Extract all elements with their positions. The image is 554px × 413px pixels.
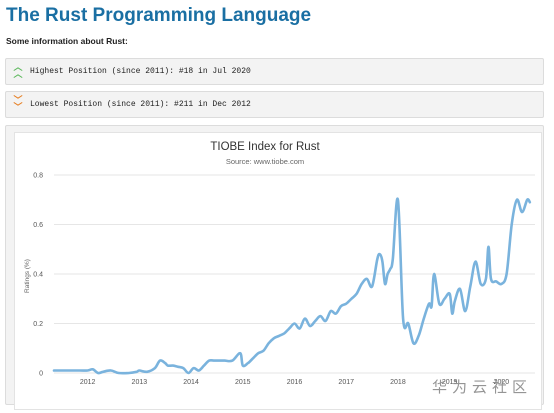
lowest-position-box: ﹀ ﹀ Lowest Position (since 2011): #211 in… xyxy=(5,91,544,118)
y-tick-label: 0.2 xyxy=(33,321,43,328)
chart-panel: 0 0.2 0.4 0.6 0.8 2012 2013 2014 2015 2016 2017 20… xyxy=(14,132,542,410)
grid-lines xyxy=(54,174,535,374)
series-line-rust xyxy=(52,197,532,375)
x-tick-label: 2014 xyxy=(183,379,199,386)
y-tick-label: 0.6 xyxy=(33,222,43,229)
y-tick-label: 0.8 xyxy=(33,173,43,180)
info-subtitle: Some information about Rust: xyxy=(6,36,128,46)
chart-subtitle: Source: www.tiobe.com xyxy=(226,157,304,166)
highest-position-box: ︿ ︿ Highest Position (since 2011): #18 in… xyxy=(5,58,544,85)
page-title: The Rust Programming Language xyxy=(6,5,312,26)
y-tick-label: 0.4 xyxy=(33,272,43,279)
y-tick-labels: 0 0.2 0.4 0.6 0.8 xyxy=(33,173,43,378)
x-tick-label: 2012 xyxy=(80,379,96,386)
tiobe-chart: 00.20.40.60.8 2012 2013 2014 2015 2016 2017 20… xyxy=(24,141,535,386)
chart-title: TIOBE Index for Rust xyxy=(210,141,320,153)
x-tick-label: 2016 xyxy=(287,379,303,386)
x-tick-label: 2018 xyxy=(390,379,406,386)
double-chevron-up-icon: ︿ ︿ xyxy=(13,63,23,80)
x-tick-labels: 2012 2013 2014 2015 2016 2017 2018 2019 2020 xyxy=(80,379,509,386)
highest-position-text: Highest Position (since 2011): #18 in Ju… xyxy=(30,67,251,76)
x-tick-label: 2013 xyxy=(132,379,148,386)
x-tick-label: 2017 xyxy=(338,379,354,386)
double-chevron-down-icon: ﹀ ﹀ xyxy=(13,96,23,113)
x-tick-label: 2019 xyxy=(442,379,458,386)
lowest-position-text: Lowest Position (since 2011): #211 in De… xyxy=(30,100,251,109)
y-axis-label: Ratings (%) xyxy=(24,259,31,293)
x-tick-label: 2020 xyxy=(494,379,510,386)
chart-container: 0 0.2 0.4 0.6 0.8 2012 2013 2014 2015 2016 2017 20… xyxy=(5,125,544,410)
y-tick-label: 0 xyxy=(39,371,43,378)
watermark: 华为云社区 xyxy=(432,378,533,396)
x-tick-label: 2015 xyxy=(235,379,251,386)
